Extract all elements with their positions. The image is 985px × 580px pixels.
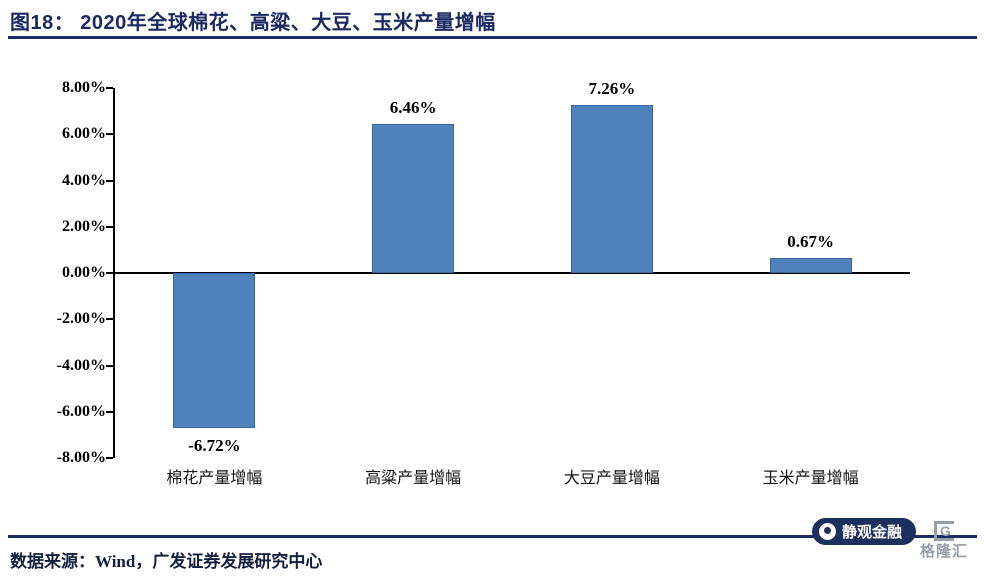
figure-title: 图18： 2020年全球棉花、高粱、大豆、玉米产量增幅 — [10, 12, 496, 34]
y-axis-labels: 8.00% 6.00% 4.00% 2.00% 0.00% -2.00% -4.00% -6.… — [0, 79, 106, 466]
footer-divider — [8, 535, 977, 538]
category-label: 大豆产量增幅 — [563, 470, 660, 487]
bar-data-label: 6.46% — [389, 97, 437, 117]
x-axis-category-labels: 棉花产量增幅 高粱产量增幅 大豆产量增幅 玉米产量增幅 — [115, 468, 910, 494]
y-tick-label: 4.00% — [62, 171, 106, 189]
y-tick-label: 2.00% — [62, 217, 106, 235]
data-source-note: 数据来源：Wind，广发证券发展研究中心 — [10, 552, 323, 571]
y-tick-label: -8.00% — [56, 449, 106, 466]
gelonghui-logo-icon: G — [934, 521, 954, 541]
y-tick-mark — [106, 410, 113, 413]
plot-area: -6.72% 6.46% 7.26% 0.67% — [106, 79, 910, 459]
jingguan-finance-logo-icon — [819, 523, 836, 540]
category-label: 玉米产量增幅 — [762, 470, 859, 487]
y-tick-mark — [106, 318, 113, 321]
y-tick-mark — [106, 457, 113, 459]
category-label: 棉花产量增幅 — [166, 470, 263, 487]
y-tick-mark — [106, 364, 113, 367]
y-tick-label: 8.00% — [62, 79, 106, 96]
gelonghui-watermark: G 格隆汇 — [908, 521, 980, 561]
y-tick-label: 0.00% — [62, 264, 106, 281]
category-label: 高粱产量增幅 — [365, 470, 462, 487]
y-tick-mark — [106, 133, 113, 136]
bar-data-label: -6.72% — [188, 436, 241, 456]
bar-0 — [173, 273, 256, 429]
bar-data-label: 0.67% — [787, 231, 834, 251]
y-tick-mark — [106, 225, 113, 228]
y-tick-label: -6.00% — [56, 402, 106, 420]
y-tick-mark — [106, 272, 113, 274]
y-tick-mark — [106, 179, 113, 182]
gelonghui-watermark-text: 格隆汇 — [919, 543, 968, 560]
bar-2 — [570, 105, 653, 273]
y-tick-mark — [106, 87, 113, 89]
jingguan-finance-watermark-text: 静观金融 — [842, 524, 903, 541]
title-divider — [8, 36, 977, 39]
zero-baseline — [113, 272, 910, 274]
bar-1 — [372, 123, 455, 273]
jingguan-finance-watermark: 静观金融 — [812, 518, 917, 545]
y-tick-label: -2.00% — [56, 310, 106, 328]
bar-3 — [769, 257, 852, 273]
bar-data-label: 7.26% — [588, 79, 636, 99]
y-tick-label: 6.00% — [62, 125, 106, 143]
y-tick-label: -4.00% — [56, 356, 106, 374]
